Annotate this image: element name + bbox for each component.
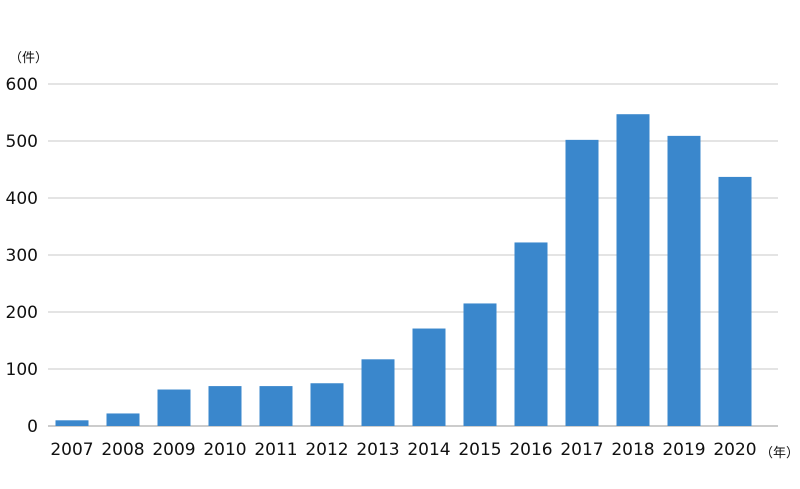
- bar: [667, 135, 701, 426]
- x-tick-label: 2007: [50, 440, 93, 460]
- x-tick-label: 2009: [152, 440, 195, 460]
- x-tick-label: 2013: [356, 440, 399, 460]
- x-tick-label: 2015: [458, 440, 501, 460]
- y-tick-label: 500: [6, 132, 38, 152]
- x-tick-label: 2018: [611, 440, 654, 460]
- bar: [361, 359, 395, 426]
- y-tick-label: 400: [6, 189, 38, 209]
- x-tick-label: 2008: [101, 440, 144, 460]
- grid-lines: [48, 83, 778, 427]
- x-tick-label: 2017: [560, 440, 603, 460]
- bar: [616, 114, 650, 427]
- x-tick-label: 2014: [407, 440, 450, 460]
- y-tick-label: 200: [6, 303, 38, 323]
- bar: [208, 386, 242, 426]
- y-tick-label: 0: [27, 417, 38, 437]
- y-tick-label: 100: [6, 360, 38, 380]
- y-tick-label: 300: [6, 246, 38, 266]
- bar: [412, 328, 446, 426]
- y-axis-ticks: 0 100 200 300 400 500 600: [6, 75, 38, 437]
- x-axis-unit: （年）: [760, 446, 799, 461]
- x-tick-label: 2016: [509, 440, 552, 460]
- bar: [463, 303, 497, 426]
- bar: [259, 386, 293, 426]
- bar: [106, 413, 140, 426]
- y-axis-unit: （件）: [9, 51, 48, 66]
- x-tick-label: 2012: [305, 440, 348, 460]
- y-tick-label: 600: [6, 75, 38, 95]
- bar: [55, 420, 89, 426]
- bars: [55, 114, 752, 427]
- bar: [514, 242, 548, 426]
- x-tick-label: 2020: [713, 440, 756, 460]
- bar: [565, 139, 599, 427]
- bar: [157, 389, 191, 426]
- x-axis-ticks: 2007 2008 2009 2010 2011 2012 2013 2014 2015 2016…: [50, 440, 756, 460]
- x-tick-label: 2019: [662, 440, 705, 460]
- bar: [310, 383, 344, 426]
- x-tick-label: 2010: [203, 440, 246, 460]
- x-tick-label: 2011: [254, 440, 297, 460]
- bar: [718, 176, 752, 426]
